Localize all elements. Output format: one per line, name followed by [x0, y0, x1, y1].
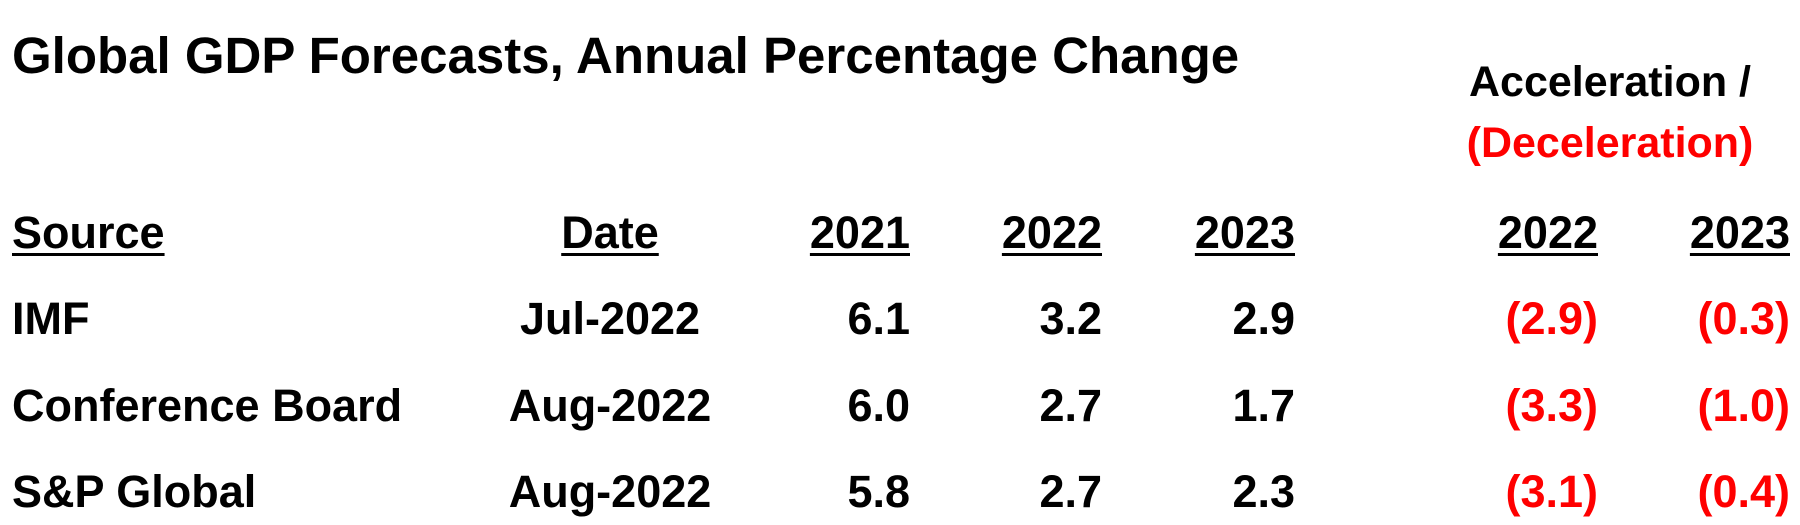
gdp-2022-cell: 2.7 — [1039, 466, 1102, 517]
gdp-2023-cell: 2.9 — [1232, 293, 1295, 344]
date-cell: Aug-2022 — [508, 380, 712, 431]
page-title: Global GDP Forecasts, Annual Percentage … — [12, 27, 1240, 84]
column-header-accel-2022: 2022 — [1497, 207, 1598, 258]
table-row: Conference Board Aug-2022 6.0 2.7 1.7 (3… — [0, 378, 1800, 434]
source-cell: S&P Global — [12, 466, 257, 517]
source-cell: Conference Board — [12, 380, 403, 431]
date-cell: Aug-2022 — [508, 466, 712, 517]
column-header-2023: 2023 — [1194, 207, 1295, 258]
gdp-2021-cell: 5.8 — [847, 466, 910, 517]
deceleration-header: (Deceleration) — [1466, 119, 1754, 167]
column-header-source: Source — [12, 207, 165, 258]
gdp-2022-cell: 3.2 — [1039, 293, 1102, 344]
source-cell: IMF — [12, 293, 90, 344]
table-header-row: Source Date 2021 2022 2023 2022 2023 — [0, 205, 1800, 261]
acceleration-header: Acceleration / — [1469, 58, 1751, 106]
gdp-2022-cell: 2.7 — [1039, 380, 1102, 431]
gdp-2021-cell: 6.0 — [847, 380, 910, 431]
accel-2023-cell: (0.4) — [1697, 466, 1790, 517]
table-row: S&P Global Aug-2022 5.8 2.7 2.3 (3.1) (0… — [0, 464, 1800, 520]
gdp-2021-cell: 6.1 — [847, 293, 910, 344]
gdp-2023-cell: 1.7 — [1232, 380, 1295, 431]
gdp-2023-cell: 2.3 — [1232, 466, 1295, 517]
accel-2022-cell: (2.9) — [1505, 293, 1598, 344]
column-header-accel-2023: 2023 — [1689, 207, 1790, 258]
accel-2023-cell: (0.3) — [1697, 293, 1790, 344]
column-header-2022: 2022 — [1001, 207, 1102, 258]
accel-2023-cell: (1.0) — [1697, 380, 1790, 431]
column-header-2021: 2021 — [809, 207, 910, 258]
date-cell: Jul-2022 — [519, 293, 701, 344]
table-row: IMF Jul-2022 6.1 3.2 2.9 (2.9) (0.3) — [0, 291, 1800, 347]
accel-2022-cell: (3.1) — [1505, 466, 1598, 517]
accel-2022-cell: (3.3) — [1505, 380, 1598, 431]
column-header-date: Date — [561, 207, 659, 258]
